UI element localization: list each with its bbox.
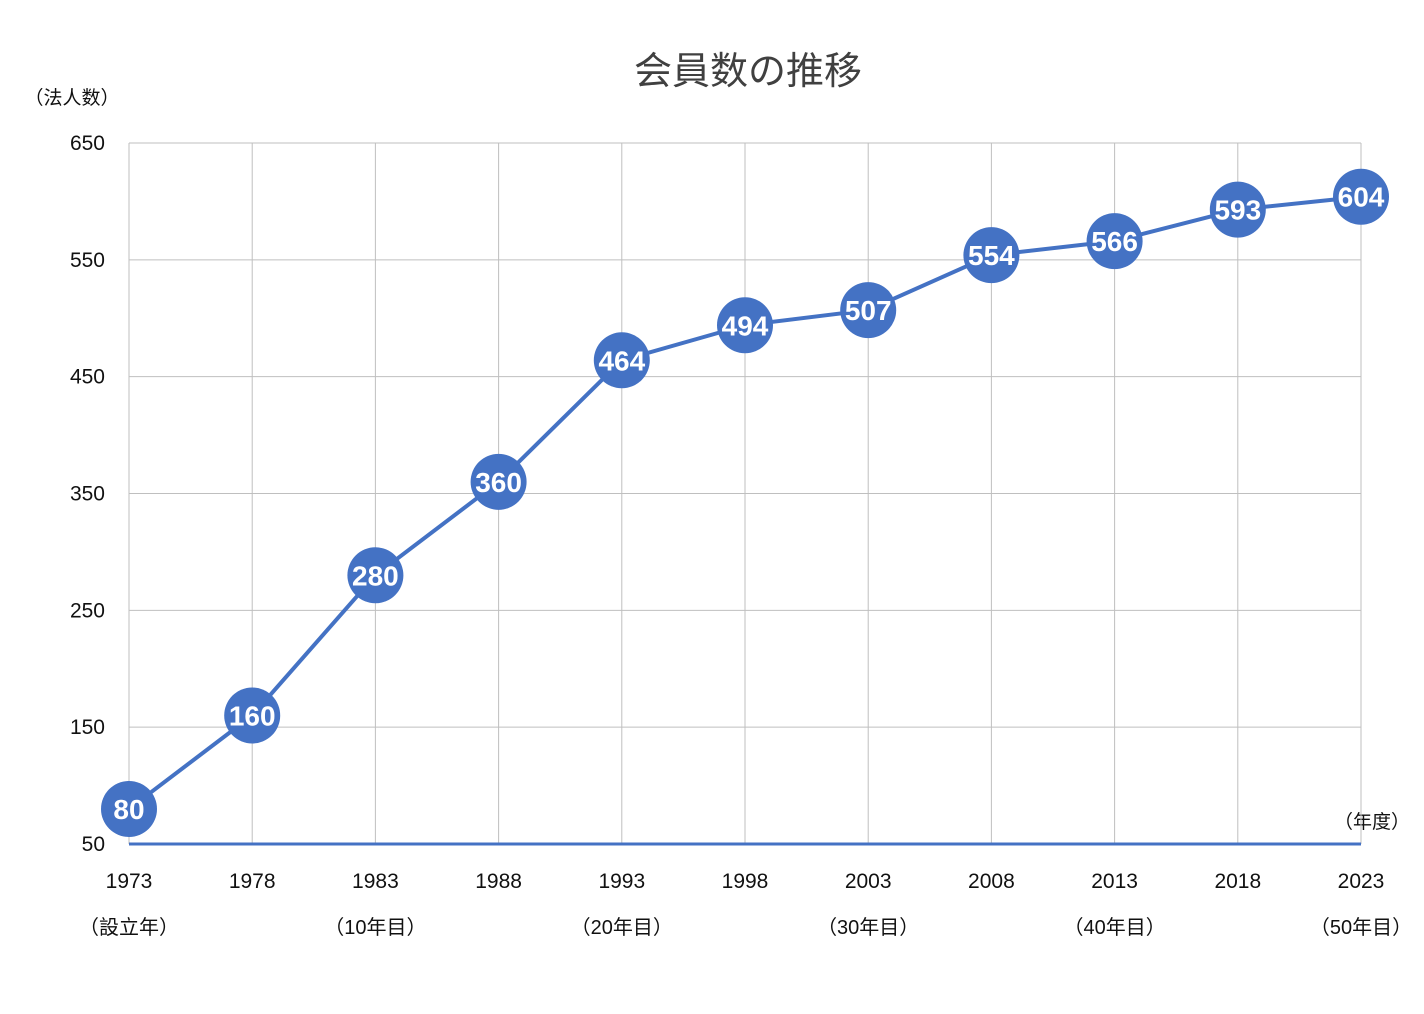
x-tick-label: 2018 — [1214, 870, 1261, 893]
data-point — [593, 332, 650, 389]
data-point — [470, 453, 527, 510]
data-label: 494 — [722, 310, 769, 341]
data-point — [1333, 168, 1389, 225]
data-label: 160 — [229, 700, 276, 731]
data-point — [963, 227, 1020, 284]
x-tick-sublabel: （20年目） — [571, 916, 673, 939]
x-tick-label: 1993 — [598, 870, 645, 893]
data-label: 80 — [113, 794, 144, 825]
data-series: 80 160 280 360 464 494 507 554 566 593 604 — [101, 168, 1389, 837]
x-tick-sublabel: （30年目） — [817, 916, 919, 939]
y-tick-label: 450 — [70, 366, 105, 389]
data-point — [717, 297, 773, 354]
x-tick-label: 1973 — [106, 870, 153, 893]
data-point — [1209, 181, 1266, 238]
data-point — [224, 687, 281, 744]
x-axis-unit-label: （年度） — [1334, 811, 1410, 833]
data-label: 360 — [475, 467, 522, 498]
y-tick-label: 550 — [70, 249, 105, 272]
x-tick-label: 2023 — [1338, 870, 1385, 893]
data-label: 507 — [845, 295, 892, 326]
x-tick-label: 1978 — [229, 870, 276, 893]
chart-title: 会員数の推移 — [634, 51, 862, 93]
x-tick-sublabel: （10年目） — [324, 916, 426, 939]
data-point — [1086, 213, 1143, 270]
x-tick-sublabel: （設立年） — [79, 916, 179, 939]
x-tick-label: 2013 — [1091, 870, 1138, 893]
y-tick-label: 650 — [70, 132, 105, 155]
data-label: 604 — [1338, 182, 1385, 213]
data-label: 593 — [1214, 195, 1261, 226]
y-tick-label: 250 — [70, 599, 105, 622]
y-tick-label: 150 — [70, 716, 105, 739]
x-tick-label: 1988 — [475, 870, 522, 893]
x-tick-label: 1998 — [722, 870, 769, 893]
y-tick-label: 50 — [82, 833, 105, 856]
tick-labels: 50 150 250 350 450 550 650 1973 （設立年） 1978 1983 （10… — [70, 132, 1412, 939]
x-tick-label: 1983 — [352, 870, 399, 893]
y-tick-label: 350 — [70, 483, 105, 506]
x-tick-label: 2008 — [968, 870, 1015, 893]
data-point — [840, 282, 897, 339]
gridlines — [128, 142, 1362, 844]
data-point — [101, 780, 157, 837]
y-axis-unit-label: （法人数） — [24, 87, 119, 109]
data-label: 566 — [1091, 226, 1138, 257]
x-tick-label: 2003 — [845, 870, 892, 893]
x-tick-sublabel: （50年目） — [1310, 916, 1412, 939]
x-tick-sublabel: （40年目） — [1063, 916, 1165, 939]
data-label: 554 — [968, 240, 1015, 271]
data-point — [347, 547, 404, 604]
data-label: 464 — [598, 345, 645, 376]
data-label: 280 — [352, 560, 399, 591]
